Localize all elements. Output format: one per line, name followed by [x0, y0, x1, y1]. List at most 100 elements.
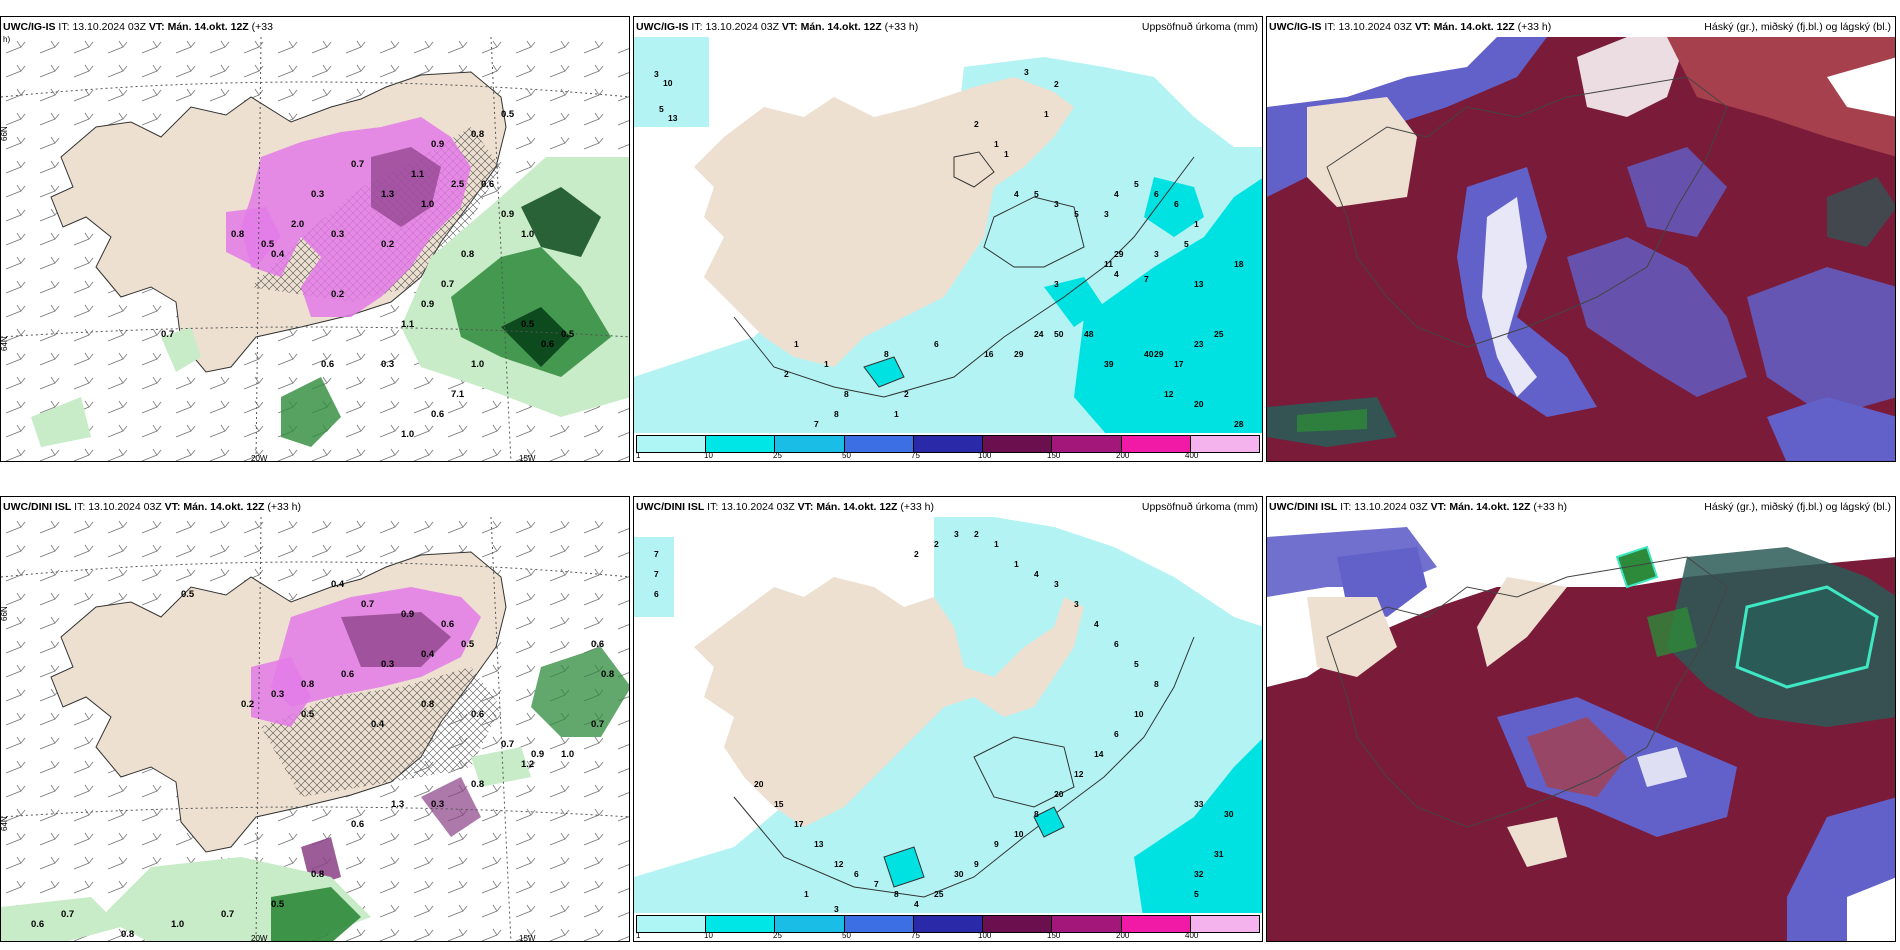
- lead-wrap: h): [3, 35, 11, 44]
- map-value-label: 8: [884, 349, 889, 359]
- map-value-label: 7: [654, 569, 659, 579]
- cloud-values: 0.5 0.4 0.7 0.9 0.6 0.5 0.4 0.3 0.6 0.8 0.3 0.2 0.5 0…: [31, 579, 614, 940]
- map-value-label: 0.8: [471, 129, 484, 140]
- map-value-label: 0.9: [421, 299, 434, 310]
- legend-tick: 25: [773, 451, 782, 460]
- map-value-label: 0.7: [351, 159, 364, 170]
- map-value-label: 0.6: [341, 669, 354, 680]
- map-value-label: 0.6: [481, 179, 494, 190]
- map-value-label: 6: [934, 339, 939, 349]
- map-value-label: 3: [654, 69, 659, 79]
- map-value-label: 0.5: [521, 319, 535, 330]
- field-title: Uppsöfnuð úrkoma (mm): [1141, 501, 1258, 513]
- map-value-label: 5: [1184, 239, 1189, 249]
- legend-tick: 400: [1185, 451, 1199, 460]
- map-value-label: 2.5: [451, 179, 465, 190]
- map-value-label: 18: [1234, 259, 1244, 269]
- map-value-label: 5: [1074, 209, 1079, 219]
- map-value-label: 0.8: [121, 929, 134, 940]
- map-value-label: 9: [994, 839, 999, 849]
- legend-swatch: [775, 916, 845, 932]
- map-value-label: 2: [974, 119, 979, 129]
- map-value-label: 1: [894, 409, 899, 419]
- map-value-label: 8: [894, 889, 899, 899]
- model-name: UWC/DINI ISL: [636, 501, 705, 513]
- map-value-label: 1.0: [401, 429, 414, 440]
- map-value-label: 13: [1194, 279, 1204, 289]
- map-value-label: 23: [1194, 339, 1204, 349]
- map-value-label: 39: [1104, 359, 1114, 369]
- map-value-label: 33: [1194, 799, 1204, 809]
- map-value-label: 3: [1054, 279, 1059, 289]
- legend-tick: 400: [1185, 931, 1199, 940]
- map-value-label: 0.7: [161, 329, 174, 340]
- map-value-label: 6: [1114, 729, 1119, 739]
- lon-label-20w: 20W: [251, 934, 268, 942]
- map-value-label: 4: [1114, 189, 1119, 199]
- map-canvas: 3 5 3 2 1 2 1 1 4 5 3 5 3 4 5 6 6 1 5 3 7 13 18 25 23 17 12 20 28 29 4…: [634, 37, 1262, 443]
- legend-swatch: [913, 436, 984, 452]
- panel-header: UWC/DINI ISL IT: 13.10.2024 03Z VT: Mán.…: [1, 497, 629, 517]
- panel-dini-cloud-wind: UWC/DINI ISL IT: 13.10.2024 03Z VT: Mán.…: [0, 496, 630, 942]
- map-value-label: 10: [663, 78, 673, 88]
- panel-header: UWC/DINI ISL IT: 13.10.2024 03Z VT: Mán.…: [634, 497, 1262, 517]
- map-value-label: 3: [1074, 599, 1079, 609]
- map-value-label: 20: [1054, 789, 1064, 799]
- legend-swatch: [913, 916, 984, 932]
- map-value-label: 1: [804, 889, 809, 899]
- model-name: UWC/IG-IS: [636, 21, 689, 33]
- map-value-label: 31: [1214, 849, 1224, 859]
- legend-tick: 150: [1047, 931, 1061, 940]
- map-value-label: 3: [954, 529, 959, 539]
- map-value-label: 12: [834, 859, 844, 869]
- legend-swatch: [1052, 436, 1122, 452]
- map-value-label: 0.6: [431, 409, 444, 420]
- map-value-label: 1: [994, 539, 999, 549]
- map-value-label: 14: [1094, 749, 1104, 759]
- map-value-label: 5: [1134, 659, 1139, 669]
- map-value-label: 8: [844, 389, 849, 399]
- legend-swatch: [706, 436, 776, 452]
- map-value-label: 5: [1134, 179, 1139, 189]
- legend-swatch: [706, 916, 776, 932]
- legend-swatch: [844, 916, 914, 932]
- map-value-label: 25: [934, 889, 944, 899]
- map-value-label: 6: [1114, 639, 1119, 649]
- map-value-label: 8: [834, 409, 839, 419]
- legend-swatch: [637, 436, 707, 452]
- map-value-label: 17: [794, 819, 804, 829]
- map-value-label: 10: [1014, 829, 1024, 839]
- panel-igis-precip: UWC/IG-IS IT: 13.10.2024 03Z VT: Mán. 14…: [633, 16, 1263, 462]
- panel-dini-clouds: UWC/DINI ISL IT: 13.10.2024 03Z VT: Mán.…: [1266, 496, 1896, 942]
- map-value-label: 6: [1174, 199, 1179, 209]
- map-value-label: 0.9: [501, 209, 514, 220]
- map-value-label: 5: [1034, 189, 1039, 199]
- map-value-label: 4: [1114, 269, 1119, 279]
- map-value-label: 2: [904, 389, 909, 399]
- map-value-label: 15: [774, 799, 784, 809]
- legend-swatch: [637, 916, 707, 932]
- map-value-label: 7: [874, 879, 879, 889]
- map-value-label: 0.8: [601, 669, 614, 680]
- map-value-label: 29: [1114, 249, 1124, 259]
- map-value-label: 0.3: [311, 189, 324, 200]
- legend-swatch: [1121, 916, 1191, 932]
- legend-swatch: [1190, 436, 1259, 452]
- map-value-label: 3: [1104, 209, 1109, 219]
- map-value-label: 29: [1014, 349, 1024, 359]
- map-value-label: 6: [654, 589, 659, 599]
- map-value-label: 2: [934, 539, 939, 549]
- map-value-label: 0.7: [441, 279, 454, 290]
- map-canvas: [1267, 37, 1895, 461]
- map-value-label: 3: [834, 904, 839, 914]
- map-canvas: 66N 64N 20W 15W 0.5 0.4 0.7 0.9 0.6 0.5 0.4 0.3…: [1, 517, 629, 942]
- map-value-label: 0.6: [31, 919, 44, 930]
- map-value-label: 0.6: [541, 339, 554, 350]
- legend-tick: 10: [704, 451, 713, 460]
- map-value-label: 2: [914, 549, 919, 559]
- map-value-label: 0.8: [311, 869, 324, 880]
- map-value-label: 2: [1054, 79, 1059, 89]
- map-value-label: 0.3: [381, 359, 394, 370]
- model-name: UWC/IG-IS: [3, 21, 56, 33]
- map-canvas: 7 7 6 2 2 3 2 1 1 4 3 3 4 6 5 8 10 6 14 12 20 8 10 9 9 30 25 4 8 7 6 12…: [634, 517, 1262, 923]
